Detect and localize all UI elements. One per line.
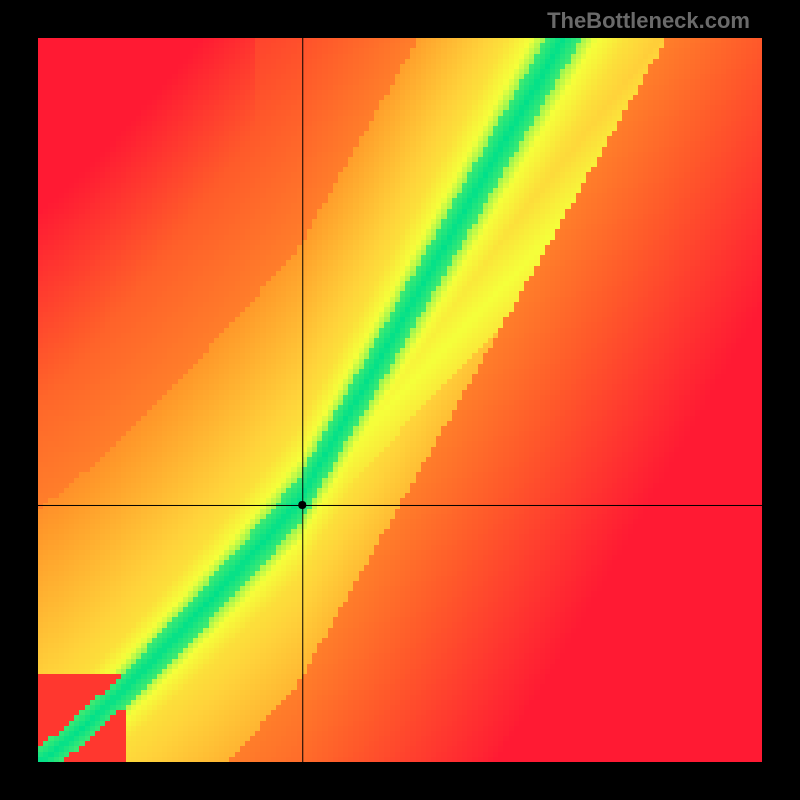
heatmap-canvas bbox=[38, 38, 762, 762]
watermark-text: TheBottleneck.com bbox=[547, 8, 750, 34]
bottleneck-heatmap bbox=[38, 38, 762, 762]
